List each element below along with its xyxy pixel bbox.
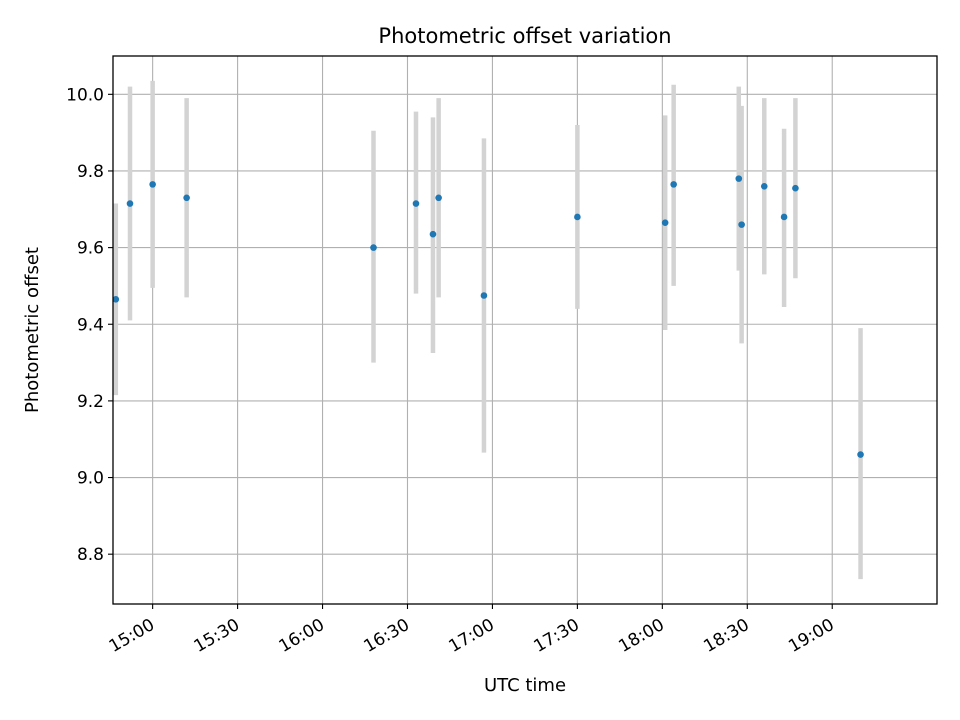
data-point bbox=[183, 194, 190, 202]
data-point bbox=[760, 182, 768, 190]
data-point bbox=[661, 219, 669, 226]
y-axis-ticks: 8.8 9.0 9.2 9.4 9.6 9.8 10.0 bbox=[66, 85, 113, 565]
y-tick-label: 10.0 bbox=[66, 85, 104, 105]
data-point bbox=[435, 194, 442, 202]
x-axis-label: UTC time bbox=[484, 675, 566, 696]
y-tick-label: 9.4 bbox=[77, 315, 104, 335]
y-tick-label: 9.6 bbox=[77, 239, 104, 259]
data-point bbox=[780, 213, 788, 221]
chart-title: Photometric offset variation bbox=[378, 24, 671, 48]
data-point bbox=[412, 200, 420, 207]
y-tick-label: 9.0 bbox=[77, 469, 104, 489]
y-tick-label: 9.8 bbox=[77, 162, 104, 182]
data-point bbox=[735, 175, 743, 182]
y-tick-label: 9.2 bbox=[77, 392, 104, 412]
plot-frame bbox=[112, 55, 938, 605]
data-point bbox=[370, 244, 377, 251]
data-point bbox=[480, 292, 488, 299]
data-point bbox=[149, 181, 156, 188]
data-point bbox=[429, 230, 437, 238]
data-point bbox=[670, 181, 677, 188]
data-point bbox=[738, 221, 745, 228]
data-point bbox=[112, 296, 120, 303]
data-points bbox=[112, 175, 864, 458]
data-point bbox=[857, 451, 864, 458]
y-axis-label: Photometric offset bbox=[22, 247, 43, 413]
y-tick-label: 8.8 bbox=[77, 545, 104, 565]
data-point bbox=[792, 184, 799, 192]
data-point bbox=[126, 200, 134, 207]
data-point bbox=[574, 213, 581, 221]
